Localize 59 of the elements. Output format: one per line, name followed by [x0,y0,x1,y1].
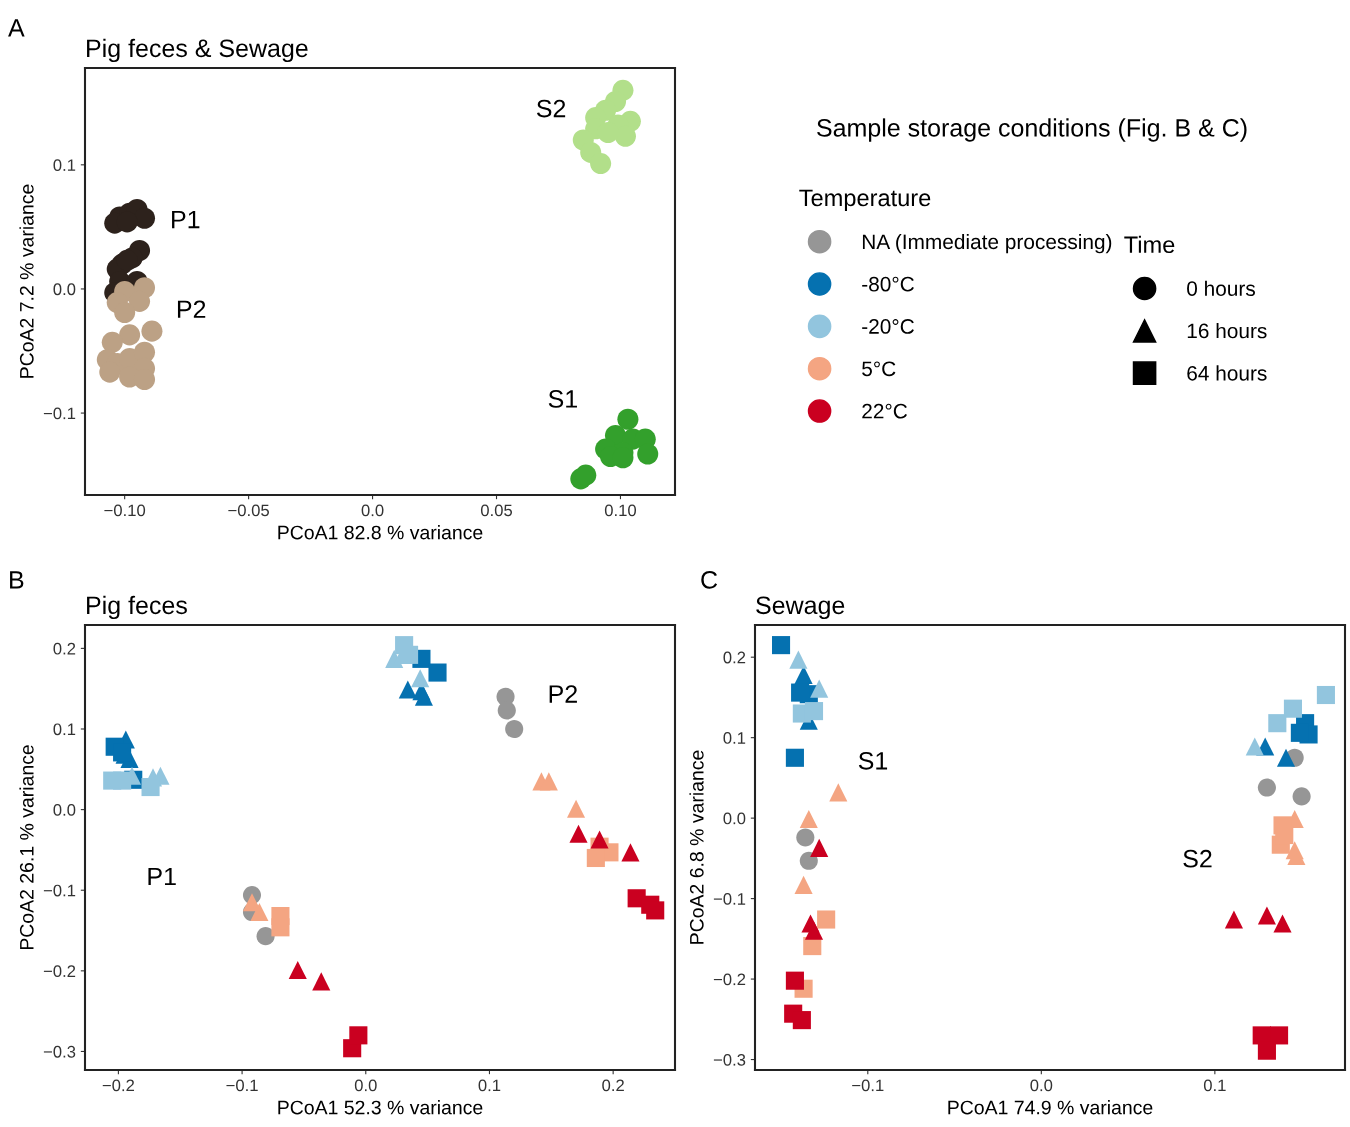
legend-label: -80°C [862,276,914,292]
y-tick-label: −0.3 [43,1045,76,1058]
legend-label: 5°C [862,361,896,377]
chart-title: Pig feces [87,595,187,620]
legend-label: -20°C [862,319,914,334]
annotation: S1 [548,390,577,408]
y-tick-label: 0.1 [53,723,76,736]
legend-label: 22°C [862,403,908,419]
annotation: P1 [148,867,176,886]
x-tick-label: 0.0 [361,504,384,517]
legend-title: Temperature [799,189,931,211]
y-tick-label: −0.1 [43,407,76,420]
text: B [10,571,24,589]
x-axis-title: PCoA1 74.9 % variance [948,1100,1153,1115]
text: C [701,571,718,589]
annotation: P1 [172,210,200,229]
y-tick-label: 0.2 [53,642,76,655]
y-tick-label: 0.1 [723,732,746,744]
y-axis-title: PCoA2 6.8 % variance [689,750,704,944]
x-tick-label: −0.10 [104,504,146,517]
y-tick-label: 0.2 [723,651,746,664]
x-tick-label: 0.1 [478,1079,501,1092]
y-axis-title: PCoA2 7.2 % variance [19,184,34,378]
y-tick-label: −0.1 [713,893,746,905]
x-tick-label: −0.05 [228,504,269,517]
y-axis-title: PCoA2 26.1 % variance [19,745,34,950]
annotation: S1 [858,751,888,770]
annotation: S2 [536,99,566,118]
annotation: S2 [1183,849,1212,868]
y-tick-label: 0.1 [53,159,76,172]
legend-label: 16 hours [1187,323,1267,339]
x-tick-label: 0.2 [602,1079,624,1092]
text: A [8,19,25,37]
x-axis-title: PCoA1 82.8 % variance [278,525,483,540]
x-tick-label: −0.2 [102,1079,135,1092]
y-tick-label: 0.0 [53,804,76,816]
chart-title: Pig feces & Sewage [87,38,308,63]
annotation: P2 [549,685,577,703]
y-tick-label: −0.3 [713,1053,746,1066]
legend-label: 64 hours [1187,365,1267,381]
x-tick-label: −0.1 [852,1079,884,1092]
x-tick-label: 0.1 [1203,1079,1226,1092]
chart-title: Sewage [756,596,845,620]
y-tick-label: −0.1 [43,884,76,897]
x-tick-label: −0.1 [226,1079,258,1092]
text: Sample storage conditions (Fig. B & C) [817,118,1247,142]
x-tick-label: 0.10 [604,504,637,517]
x-tick-label: 0.0 [1030,1079,1053,1092]
annotation: P2 [177,300,206,318]
y-tick-label: 0.0 [53,283,76,296]
y-tick-label: 0.0 [723,812,746,825]
x-axis-title: PCoA1 52.3 % variance [278,1100,483,1115]
legend-label: NA (Immediate processing) [862,233,1112,254]
y-tick-label: −0.2 [713,973,746,986]
legend-title: Time [1124,235,1175,254]
x-tick-label: 0.05 [480,504,513,517]
y-tick-label: −0.2 [43,965,76,978]
x-tick-label: 0.0 [354,1079,377,1092]
legend-label: 0 hours [1187,280,1255,296]
